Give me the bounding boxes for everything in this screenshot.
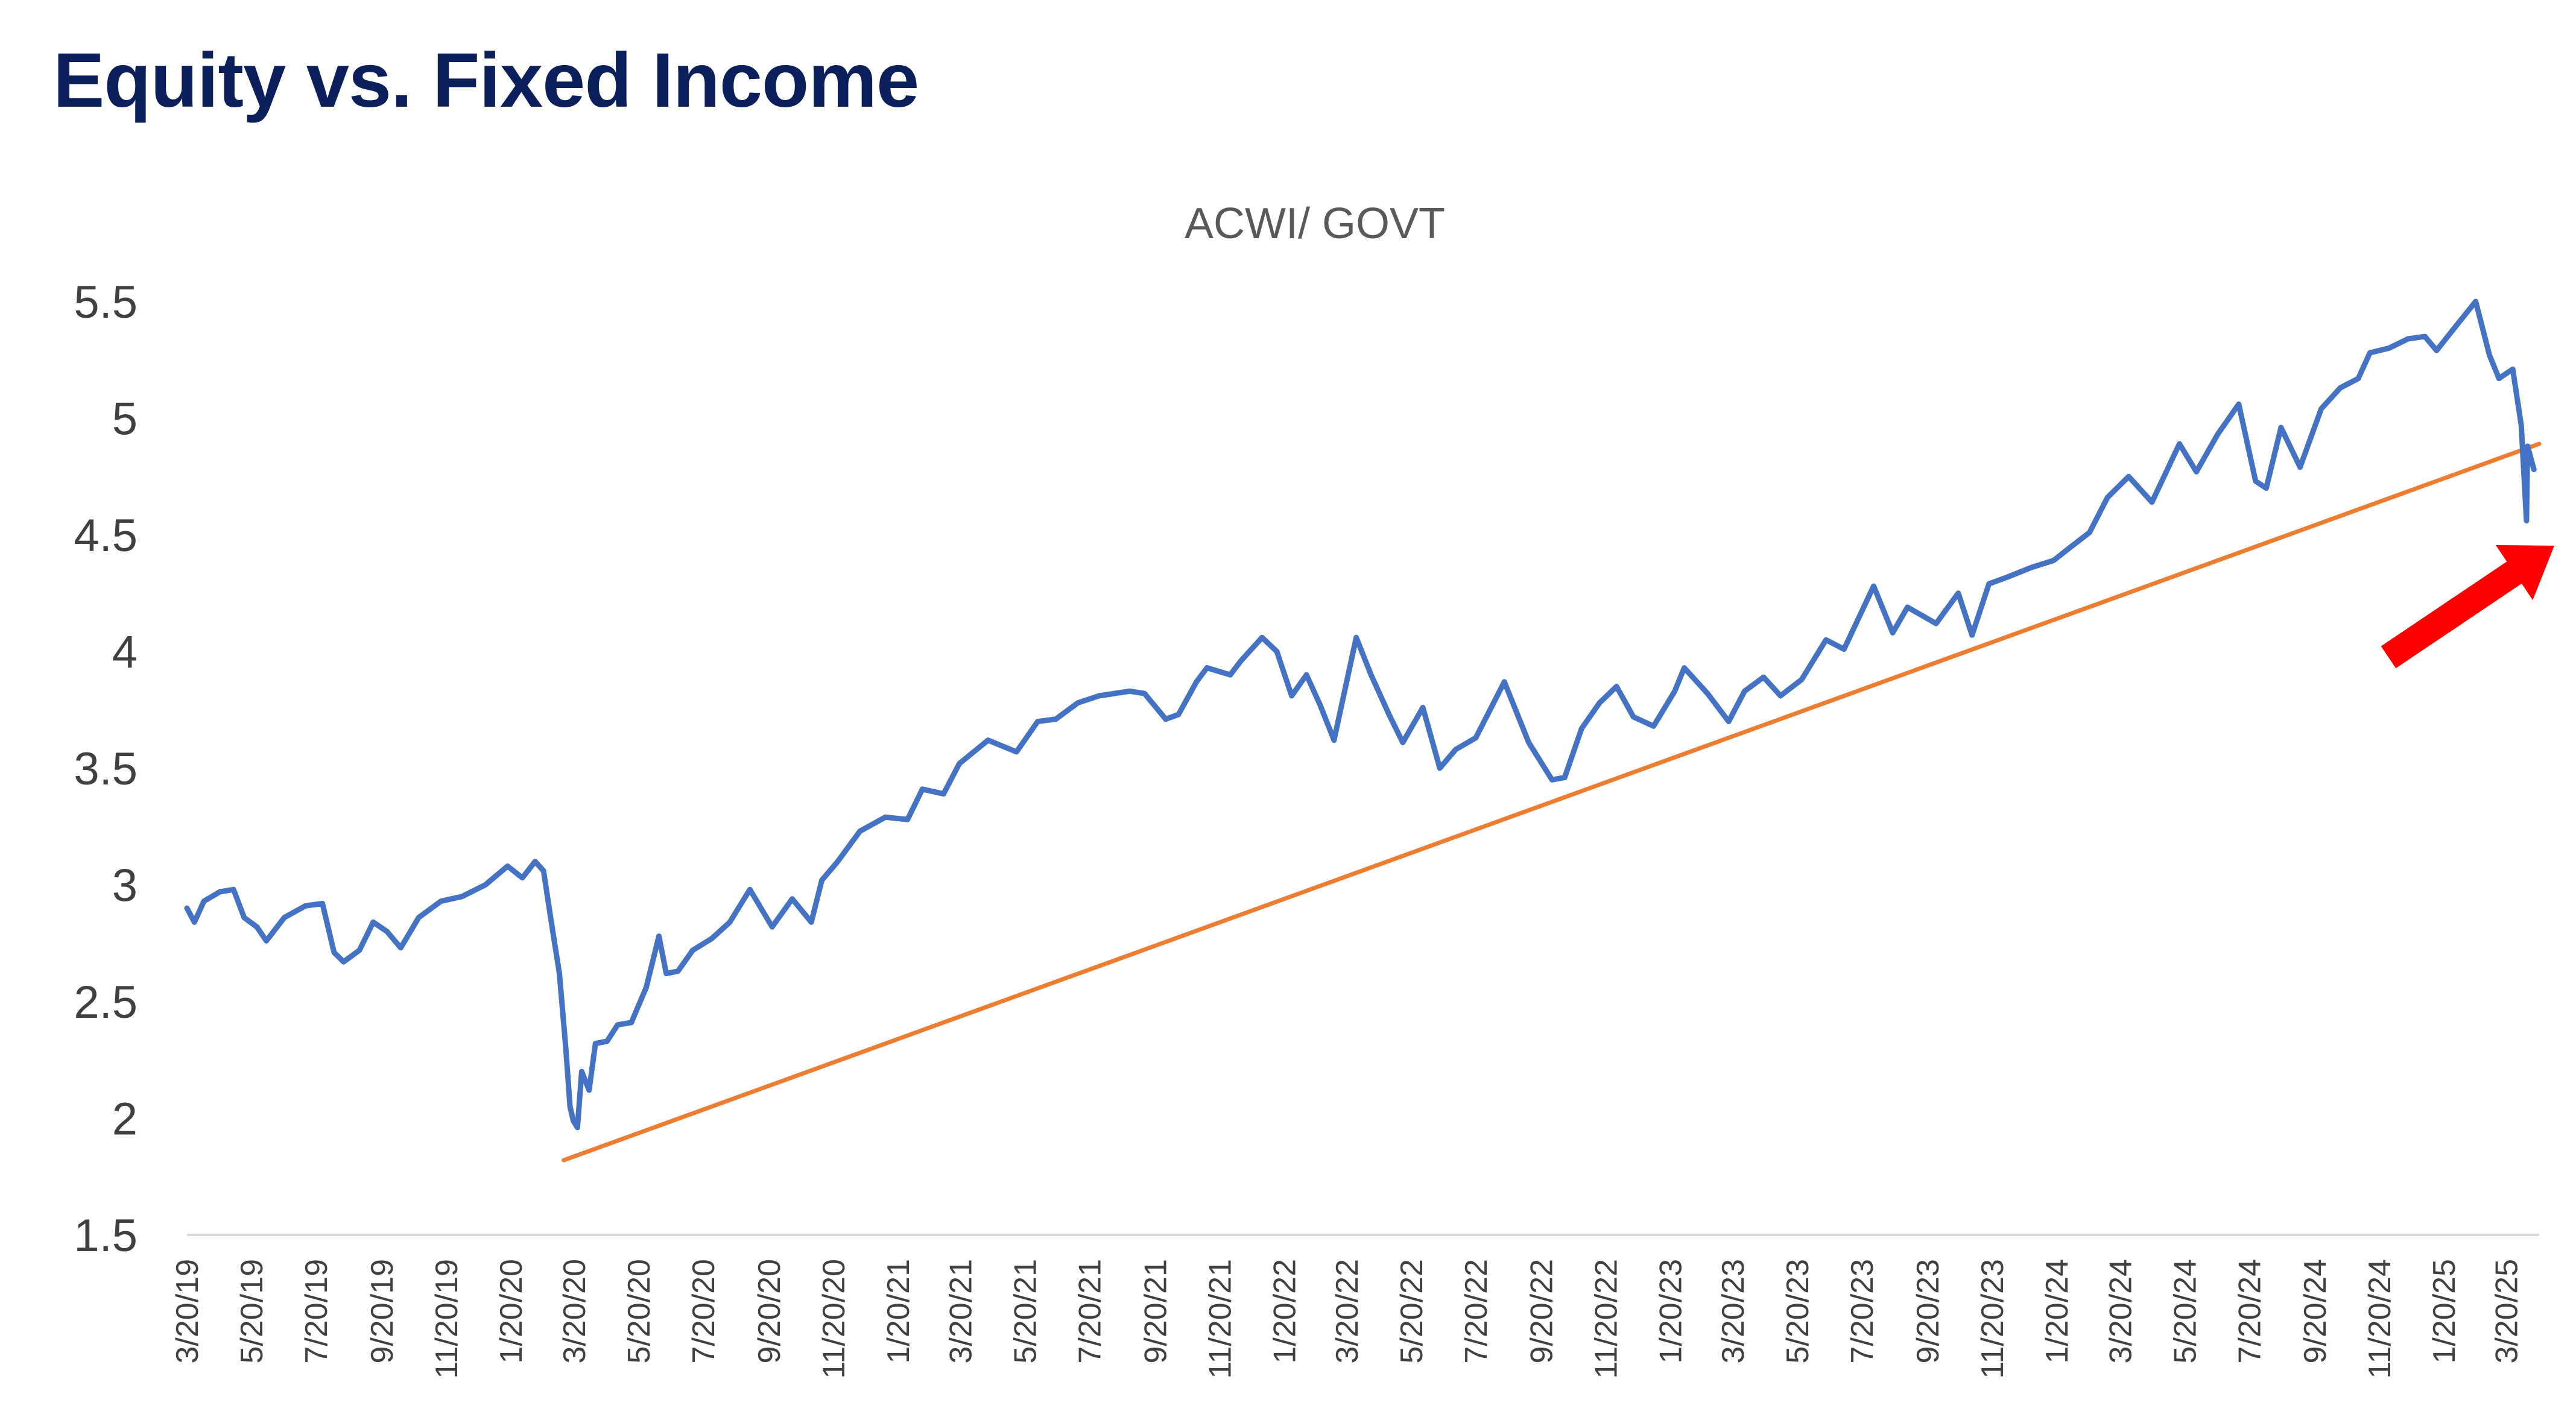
x-tick-label: 1/20/20 xyxy=(494,1259,529,1364)
y-tick-label: 2.5 xyxy=(74,977,138,1028)
x-tick-label: 7/20/21 xyxy=(1072,1259,1107,1364)
x-tick-label: 5/20/20 xyxy=(622,1259,657,1364)
x-tick-label: 1/20/22 xyxy=(1267,1259,1302,1364)
x-tick-label: 11/20/22 xyxy=(1589,1259,1624,1379)
y-tick-label: 3.5 xyxy=(74,743,138,795)
x-tick-label: 11/20/21 xyxy=(1203,1259,1238,1379)
chart-title: ACWI/ GOVT xyxy=(1185,200,1445,248)
x-tick-label: 9/20/21 xyxy=(1138,1259,1173,1364)
x-tick-label: 11/20/20 xyxy=(817,1259,852,1379)
x-tick-label: 9/20/22 xyxy=(1525,1259,1560,1364)
x-tick-label: 1/20/24 xyxy=(2040,1259,2075,1364)
series-layer xyxy=(184,298,2542,1163)
acwi-govt-ratio-line xyxy=(184,298,2537,1131)
x-tick-label: 3/20/23 xyxy=(1716,1259,1751,1364)
red-arrow-annotation xyxy=(2381,545,2554,669)
x-tick-label: 5/20/22 xyxy=(1394,1259,1429,1364)
x-tick-label: 7/20/20 xyxy=(686,1259,721,1364)
x-tick-label: 11/20/24 xyxy=(2362,1259,2397,1379)
x-tick-label: 1/20/21 xyxy=(881,1259,916,1364)
x-tick-label: 3/20/19 xyxy=(170,1259,205,1364)
x-tick-label: 5/20/23 xyxy=(1780,1259,1815,1364)
x-tick-label: 11/20/23 xyxy=(1975,1259,2010,1379)
page-title: Equity vs. Fixed Income xyxy=(53,37,919,124)
x-tick-label: 9/20/19 xyxy=(365,1259,400,1364)
y-tick-label: 5.5 xyxy=(74,277,138,328)
x-tick-label: 9/20/23 xyxy=(1911,1259,1946,1364)
x-tick-label: 9/20/24 xyxy=(2298,1259,2333,1364)
y-tick-label: 4.5 xyxy=(74,510,138,561)
x-tick-label: 1/20/23 xyxy=(1654,1259,1689,1364)
x-tick-label: 1/20/25 xyxy=(2427,1259,2462,1364)
x-tick-label: 3/20/20 xyxy=(557,1259,592,1364)
x-tick-label: 7/20/23 xyxy=(1845,1259,1880,1364)
y-tick-label: 5 xyxy=(112,394,138,445)
x-tick-label: 7/20/24 xyxy=(2232,1259,2267,1364)
x-tick-label: 5/20/24 xyxy=(2168,1259,2203,1364)
trendline xyxy=(562,441,2542,1163)
x-tick-label: 11/20/19 xyxy=(429,1259,464,1379)
y-tick-label: 3 xyxy=(112,860,138,912)
y-axis-ticks: 5.5 5 4.5 4 3.5 3 2.5 2 1.5 xyxy=(74,277,138,1261)
x-tick-label: 7/20/19 xyxy=(299,1259,334,1364)
x-tick-label: 5/20/19 xyxy=(235,1259,270,1364)
y-tick-label: 1.5 xyxy=(74,1210,138,1261)
x-tick-label: 3/20/21 xyxy=(943,1259,978,1364)
x-tick-label: 3/20/22 xyxy=(1330,1259,1365,1364)
x-axis-ticks: 3/20/19 5/20/19 7/20/19 9/20/19 11/20/19 1/20… xyxy=(170,1259,2525,1379)
y-tick-label: 2 xyxy=(112,1094,138,1145)
x-tick-label: 7/20/22 xyxy=(1459,1259,1494,1364)
x-tick-label: 3/20/24 xyxy=(2103,1259,2138,1364)
x-tick-label: 5/20/21 xyxy=(1008,1259,1043,1364)
x-tick-label: 9/20/20 xyxy=(752,1259,787,1364)
x-tick-label: 3/20/25 xyxy=(2490,1259,2525,1364)
y-tick-label: 4 xyxy=(112,627,138,678)
